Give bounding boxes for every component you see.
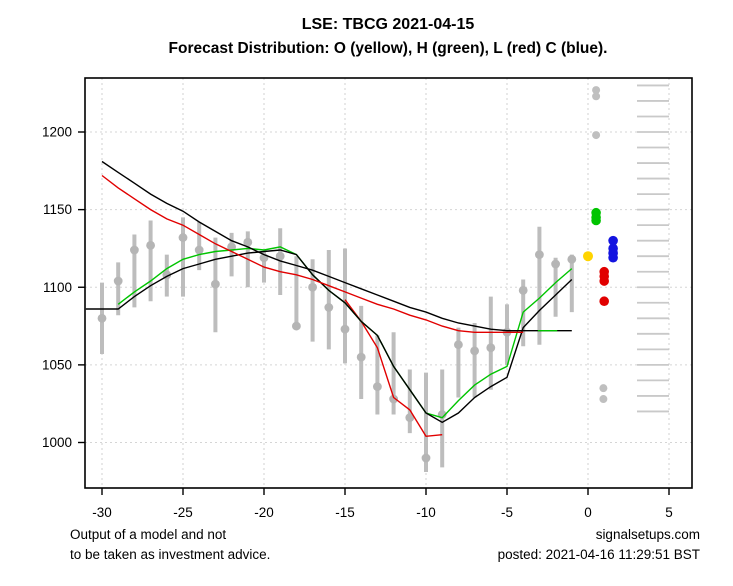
axis-ticks	[78, 131, 670, 495]
forecast-dot-close-blue	[608, 235, 618, 246]
chart-subtitle: Forecast Distribution: O (yellow), H (gr…	[169, 40, 608, 57]
x-tick-label: 0	[584, 505, 592, 520]
model-lines	[85, 160, 573, 438]
forecast-dot-outliers-gray	[592, 92, 601, 101]
forecast-dots	[583, 86, 618, 404]
y-tick-label: 1100	[43, 280, 72, 295]
x-tick-label: -15	[335, 505, 355, 520]
y-tick-label: 1200	[42, 125, 72, 140]
daily-dot	[340, 324, 350, 334]
daily-dot	[97, 313, 107, 323]
x-tick-label: -30	[92, 505, 112, 520]
y-tick-label: 1150	[43, 202, 72, 217]
x-tick-label: -5	[501, 505, 513, 520]
disclaimer-line-1: Output of a model and not	[70, 527, 226, 542]
x-tick-label: 5	[665, 505, 673, 520]
series-black-upper	[101, 160, 572, 332]
forecast-dot-open-yellow	[583, 251, 593, 262]
daily-dot	[389, 394, 398, 404]
daily-dot	[275, 251, 285, 261]
daily-dot	[324, 303, 334, 312]
x-tick-label: -20	[254, 505, 274, 520]
daily-dot	[113, 276, 123, 286]
forecast-dot-low-red	[599, 296, 609, 307]
daily-range-bars	[100, 217, 574, 472]
daily-dot	[373, 382, 382, 392]
forecast-dot-outliers-gray	[599, 384, 608, 393]
series-red-upper-smooth	[101, 174, 524, 333]
forecast-dot-high-green	[591, 215, 601, 226]
forecast-dot-close-blue	[608, 252, 618, 263]
y-tick-label: 1050	[42, 357, 72, 372]
daily-dot	[292, 321, 301, 331]
daily-dot	[211, 279, 220, 289]
daily-dot	[146, 240, 156, 250]
daily-dot	[567, 254, 577, 264]
series-black-lower	[85, 249, 573, 424]
page-title: LSE: TBCG 2021-04-15	[302, 16, 475, 33]
forecast-dot-outliers-gray	[599, 395, 608, 404]
forecast-dot-outliers-gray	[592, 86, 601, 95]
daily-dot	[551, 259, 560, 269]
x-tick-label: -10	[416, 505, 436, 520]
daily-dot	[518, 285, 528, 295]
daily-dot	[470, 346, 479, 356]
daily-dot	[421, 453, 431, 463]
axis-labels: -30 -25 -20 -15 -10 -5 0 5 1000 1050 1100 1150 1200	[42, 125, 673, 521]
right-price-ruler	[637, 84, 669, 413]
daily-dot	[405, 413, 415, 423]
forecast-dot-outliers-gray	[592, 131, 601, 140]
daily-dot	[178, 233, 188, 242]
daily-dot	[194, 245, 204, 255]
daily-dot	[130, 245, 139, 255]
daily-dot	[486, 343, 496, 353]
plot-border	[84, 77, 693, 489]
x-tick-label: -25	[173, 505, 193, 520]
site-watermark: signalsetups.com	[596, 527, 700, 542]
plot-area: -30 -25 -20 -15 -10 -5 0 5 1000 1050 1100 1150 1200	[42, 77, 693, 521]
daily-dot	[535, 250, 544, 260]
daily-dot	[454, 340, 463, 350]
posted-timestamp: posted: 2021-04-16 11:29:51 BST	[498, 547, 700, 562]
daily-dot	[308, 282, 317, 292]
y-tick-label: 1000	[42, 435, 72, 450]
daily-dot	[243, 237, 253, 247]
daily-dot	[356, 352, 366, 362]
disclaimer-line-2: to be taken as investment advice.	[70, 547, 270, 562]
forecast-dot-low-red	[599, 276, 609, 286]
